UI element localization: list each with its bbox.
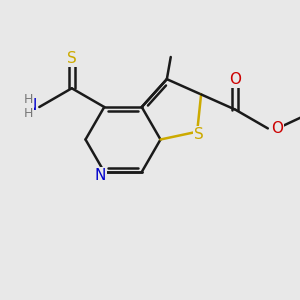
Text: O: O	[272, 121, 284, 136]
Text: S: S	[67, 51, 76, 66]
Text: N: N	[95, 168, 106, 183]
Text: N: N	[26, 98, 37, 113]
Text: H: H	[24, 106, 34, 119]
Text: H: H	[24, 93, 34, 106]
Text: O: O	[230, 72, 242, 87]
Text: S: S	[194, 127, 204, 142]
